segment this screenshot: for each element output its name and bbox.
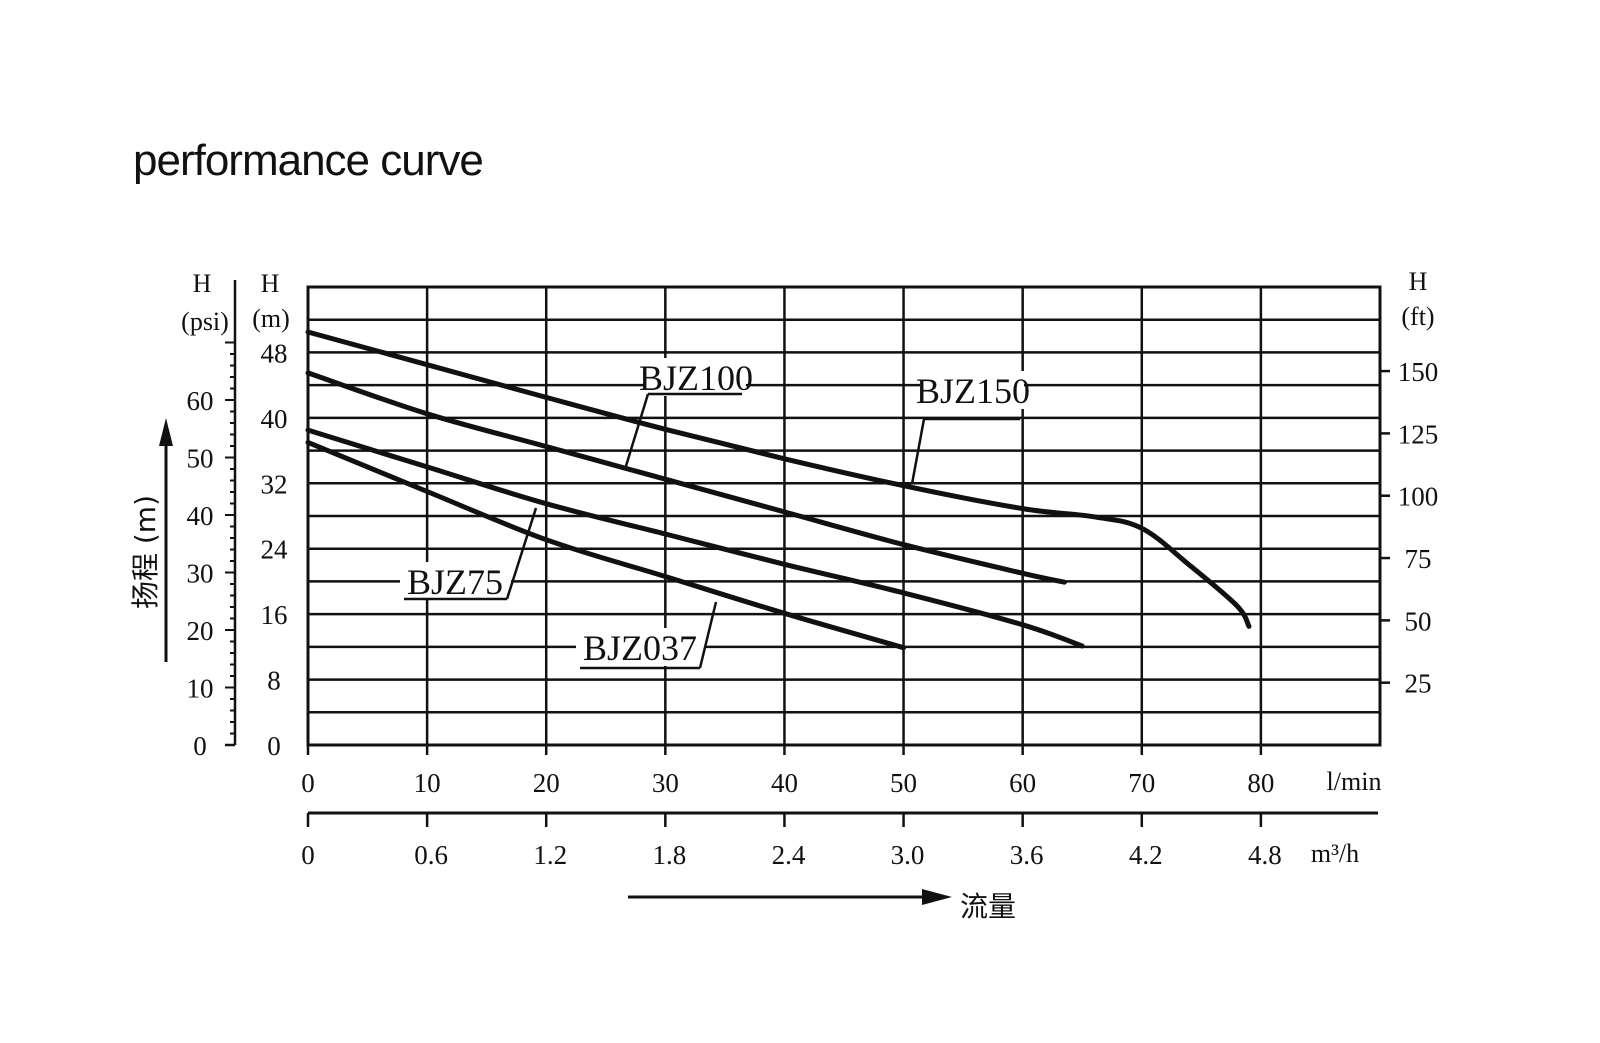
x-tick-label: 50 <box>890 768 917 798</box>
head-arrow-head <box>159 418 173 446</box>
y-psi-unit: (psi) <box>181 307 229 336</box>
series-leader-bjz75 <box>505 507 538 600</box>
x-tick-label: 60 <box>1009 768 1036 798</box>
y-m-tick-label: 0 <box>267 731 281 761</box>
x-tick-label: 10 <box>414 768 441 798</box>
y-ft-tick-label: 100 <box>1398 482 1439 512</box>
grid <box>306 285 1382 747</box>
x2-tick-label: 2.4 <box>772 840 806 870</box>
y-m-tick-label: 32 <box>261 469 288 499</box>
y-ft-axis-symbol: H <box>1409 267 1428 296</box>
series-line-bjz150 <box>305 329 1252 629</box>
y-ft-tick-label: 75 <box>1405 544 1432 574</box>
y-axis-label: 扬程 (m) <box>129 495 162 609</box>
x2-unit-label: m³/h <box>1311 839 1359 868</box>
series-label-bg-bjz150 <box>920 371 1024 409</box>
series-label-bg-bjz037 <box>576 628 704 666</box>
x-tick-label: 20 <box>533 768 560 798</box>
series-label-bjz150: BJZ150 <box>916 371 1030 411</box>
x2-tick-label: 3.6 <box>1010 840 1044 870</box>
y-psi-tick-label: 10 <box>187 673 214 703</box>
series-label-bg-bjz75 <box>400 562 511 600</box>
series-line-bjz037 <box>305 439 907 651</box>
y-m-tick-label: 8 <box>267 666 281 696</box>
series-leader-bjz037 <box>698 601 718 669</box>
x2-tick-label: 4.8 <box>1248 840 1282 870</box>
y-psi-tick-label: 30 <box>187 558 214 588</box>
x-tick-label: 0 <box>301 768 315 798</box>
series-leader-bjz150 <box>910 418 926 485</box>
y-ft-tick-label: 50 <box>1405 606 1432 636</box>
y-m-tick-label: 48 <box>261 338 288 368</box>
series-label-bg-bjz100 <box>644 358 746 396</box>
series-line-bjz75 <box>305 427 1085 649</box>
y-ft-tick-label: 25 <box>1405 669 1432 699</box>
x-tick-label: 30 <box>652 768 679 798</box>
y-psi-tick-label: 0 <box>193 731 207 761</box>
x-unit-label: l/min <box>1327 767 1382 796</box>
x-tick-label: 70 <box>1128 768 1155 798</box>
y-psi-tick-label: 20 <box>187 616 214 646</box>
series-lines <box>305 329 1252 651</box>
x2-tick-label: 3.0 <box>891 840 925 870</box>
x2-tick-label: 0 <box>301 840 315 870</box>
x2-tick-label: 4.2 <box>1129 840 1163 870</box>
y-ft-tick-label: 150 <box>1398 357 1439 387</box>
series-labels: BJZ150 BJZ100 BJZ75 BJZ037 <box>400 358 1030 670</box>
y-m-tick-label: 16 <box>261 600 288 630</box>
x2-tick-label: 0.6 <box>414 840 448 870</box>
y-m-axis-symbol: H <box>261 269 280 298</box>
series-label-bjz037: BJZ037 <box>583 628 697 668</box>
x2-tick-label: 1.8 <box>652 840 686 870</box>
flow-arrow-head <box>922 889 952 905</box>
y-m-tick-label: 40 <box>261 404 288 434</box>
x-tick-label: 40 <box>771 768 798 798</box>
x-tick-label: 80 <box>1247 768 1274 798</box>
page-title: performance curve <box>133 136 484 185</box>
series-label-bjz100: BJZ100 <box>639 358 753 398</box>
y-psi-axis-symbol: H <box>193 269 212 298</box>
y-ft-unit: (ft) <box>1401 302 1434 331</box>
y-psi-tick-label: 60 <box>187 386 214 416</box>
flow-label: 流量 <box>960 890 1016 923</box>
y-ft-tick-label: 125 <box>1398 419 1439 449</box>
y-psi-tick-label: 40 <box>187 501 214 531</box>
y-psi-tick-label: 50 <box>187 443 214 473</box>
y-m-unit: (m) <box>252 304 290 333</box>
y-m-tick-label: 24 <box>261 535 289 565</box>
series-line-bjz100 <box>305 370 1067 585</box>
series-label-bjz75: BJZ75 <box>407 562 503 602</box>
x2-tick-label: 1.2 <box>533 840 567 870</box>
series-leader-bjz100 <box>624 393 650 467</box>
